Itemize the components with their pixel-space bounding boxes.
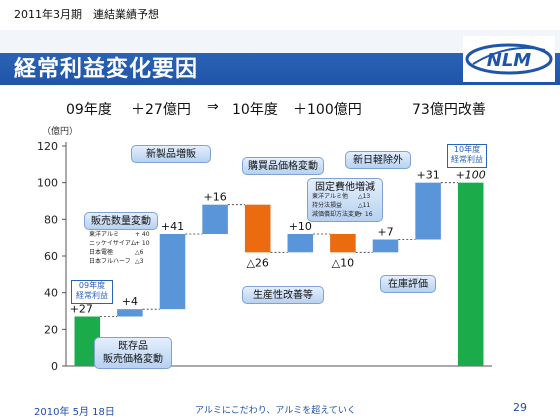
- value-label-start: +27: [70, 303, 93, 316]
- value-label-newprod: +16: [203, 191, 226, 204]
- volume-detail-name: ニッケイサイアム: [89, 240, 137, 247]
- bar-inventory: [372, 239, 399, 253]
- fixed-detail-row: 持分法損益 △11: [312, 201, 384, 210]
- summary-line: 09年度 ＋27億円 ⇒ 10年度 ＋100億円 73億円改善: [0, 99, 560, 119]
- bar-price: [117, 309, 143, 317]
- bar-end: [457, 182, 484, 366]
- fixed-detail-name: 持分法損益: [312, 202, 343, 209]
- summary-fy10-value: ＋100億円: [293, 102, 362, 118]
- y-tick-label: 60: [44, 250, 58, 263]
- fixed-detail-row: 東洋アルミ他 △13: [312, 192, 384, 201]
- y-tick-label: 0: [51, 360, 58, 373]
- value-label-volume: +41: [161, 220, 184, 233]
- company-logo: NLM: [463, 36, 555, 82]
- volume-detail-row: ニッケイサイアム+ 10: [89, 239, 159, 248]
- callout-fixed-details: 東洋アルミ他 △13 持分法損益 △11 減価償却方法変更+ 16: [312, 192, 384, 219]
- volume-detail-value: △6: [135, 249, 144, 256]
- value-label-purchase: △26: [246, 256, 268, 269]
- bar-nonop: [415, 182, 441, 240]
- footer-date: 2010年 5月 18日: [34, 407, 115, 418]
- volume-detail-row: 日本フルハーフ △3: [89, 257, 159, 266]
- callout-volume-details: 東洋アルミ + 40 ニッケイサイアム+ 10 日本電極 △6 日本フルハーフ △3: [89, 230, 159, 266]
- y-tick-label: 120: [37, 140, 58, 153]
- value-label-price: +4: [122, 295, 138, 308]
- y-tick-label: 20: [44, 323, 58, 336]
- y-axis-unit: （億円）: [42, 127, 79, 137]
- y-tick-label: 40: [44, 287, 58, 300]
- footer-slogan: アルミにこだわり、アルミを超えていく: [195, 406, 356, 416]
- callout-inventory: 在庫評価: [380, 275, 436, 293]
- callout-nonop: 新日軽除外: [345, 151, 411, 169]
- callout-newprod: 新製品増販: [131, 145, 211, 163]
- fixed-detail-row: 減価償却方法変更+ 16: [312, 210, 384, 219]
- volume-detail-value: + 40: [135, 231, 150, 238]
- bar-newprod: [202, 204, 228, 234]
- fixed-detail-value: △13: [358, 193, 371, 200]
- volume-detail-row: 東洋アルミ + 40: [89, 230, 159, 239]
- fixed-detail-value: △11: [358, 202, 371, 209]
- bar-productivity: [287, 234, 314, 253]
- summary-fy09: 09年度: [66, 102, 112, 118]
- volume-detail-name: 日本電極: [89, 249, 114, 256]
- callout-price-line1: 既存品: [118, 341, 148, 352]
- callout-price: 既存品 販売価格変動: [94, 337, 172, 369]
- logo-text: NLM: [487, 50, 532, 71]
- callout-price-line2: 販売価格変動: [103, 354, 163, 365]
- callout-volume: 販売数量変動: [84, 212, 158, 230]
- fixed-detail-name: 減価償却方法変更: [312, 211, 361, 218]
- bar-fixed: [330, 234, 356, 253]
- y-tick-label: 80: [44, 213, 58, 226]
- summary-arrow: ⇒: [207, 99, 219, 115]
- volume-detail-value: + 10: [135, 240, 150, 247]
- value-label-inventory: +7: [377, 226, 393, 239]
- start-total-label: 09年度 経常利益: [71, 280, 113, 304]
- value-label-productivity: +10: [289, 220, 312, 233]
- summary-improvement: 73億円改善: [412, 102, 486, 118]
- fixed-detail-name: 東洋アルミ他: [312, 193, 348, 200]
- footer: [0, 395, 560, 420]
- report-subtitle: 2011年3月期 連結業績予想: [14, 8, 159, 21]
- value-label-fixed: △10: [332, 256, 354, 269]
- summary-fy09-value: ＋27億円: [131, 102, 191, 118]
- fixed-detail-value: + 16: [358, 211, 373, 218]
- value-label-nonop: +31: [416, 169, 439, 182]
- page-title: 経常利益変化要因: [14, 57, 199, 82]
- volume-detail-value: △3: [135, 258, 144, 265]
- callout-fixed: 固定費他増減: [307, 178, 383, 222]
- end-total-label: 10年度 経常利益: [447, 144, 487, 168]
- bar-purchase: [244, 204, 271, 253]
- value-label-end: +100: [456, 169, 486, 182]
- volume-detail-name: 日本フルハーフ: [89, 258, 131, 265]
- callout-productivity: 生産性改善等: [242, 286, 324, 304]
- volume-detail-row: 日本電極 △6: [89, 248, 159, 257]
- bar-volume: [159, 234, 186, 310]
- callout-purchase: 購買品価格変動: [242, 157, 324, 175]
- y-tick-label: 100: [37, 177, 58, 190]
- summary-fy10: 10年度: [232, 102, 278, 118]
- page-number: 29: [513, 401, 527, 414]
- volume-detail-name: 東洋アルミ: [89, 231, 119, 238]
